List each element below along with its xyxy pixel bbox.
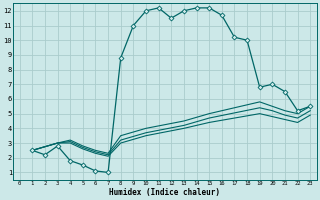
X-axis label: Humidex (Indice chaleur): Humidex (Indice chaleur) [109,188,220,197]
